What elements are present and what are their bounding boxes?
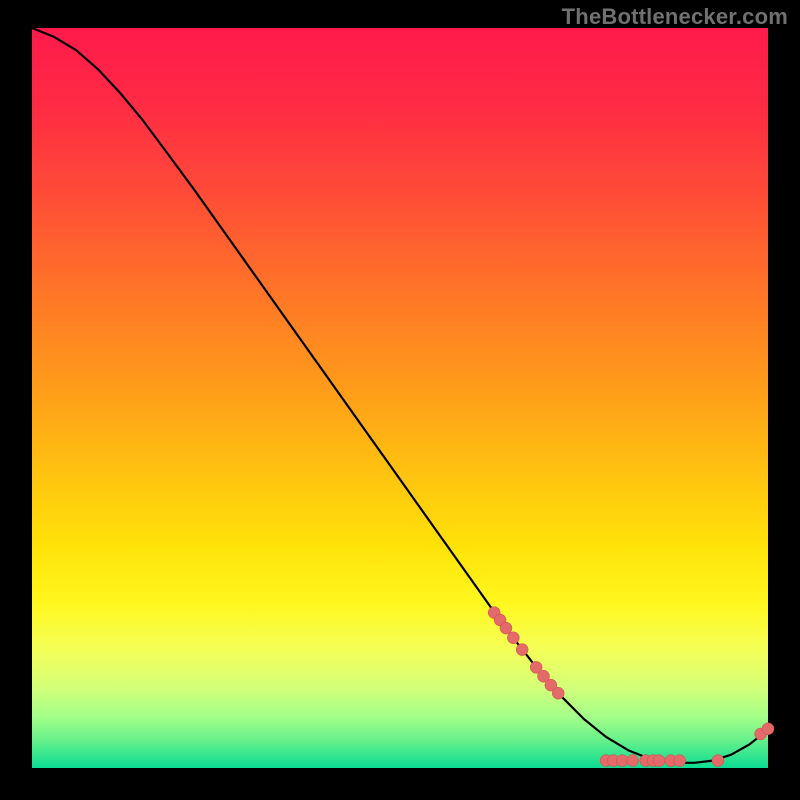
data-marker	[552, 687, 564, 699]
watermark-text: TheBottlenecker.com	[562, 4, 788, 30]
chart-svg	[0, 0, 800, 800]
data-marker	[762, 723, 774, 735]
data-marker	[516, 644, 528, 656]
data-marker	[712, 755, 724, 767]
data-marker	[507, 632, 519, 644]
data-marker	[500, 622, 512, 634]
data-marker	[674, 755, 686, 767]
chart-canvas: TheBottlenecker.com	[0, 0, 800, 800]
data-marker	[653, 755, 665, 767]
data-marker	[627, 755, 639, 767]
gradient-background	[32, 28, 768, 768]
